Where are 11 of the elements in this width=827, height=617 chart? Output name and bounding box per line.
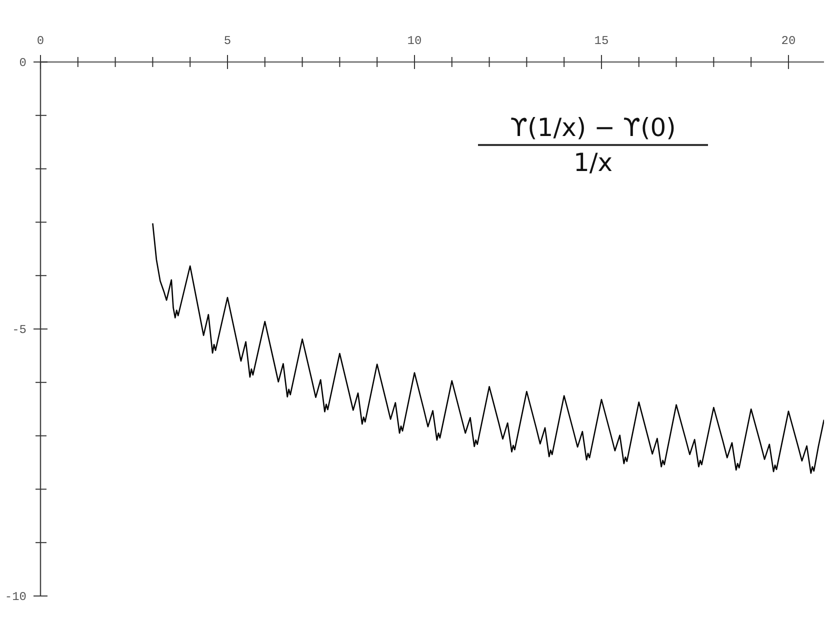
- line-series: [152, 222, 824, 474]
- x-tick-label: 0: [36, 34, 44, 48]
- y-tick-label: -10: [4, 590, 26, 604]
- x-tick-label: 5: [224, 34, 232, 48]
- x-tick-label: 15: [594, 34, 609, 48]
- x-tick-label: 10: [407, 34, 422, 48]
- annotation: 1/x: [572, 147, 614, 177]
- y-tick-label: 0: [19, 56, 26, 70]
- annotation: ϒ(1/x) − ϒ(0): [478, 113, 708, 146]
- x-tick-label: 20: [781, 34, 796, 48]
- y-tick-label: -5: [12, 323, 26, 337]
